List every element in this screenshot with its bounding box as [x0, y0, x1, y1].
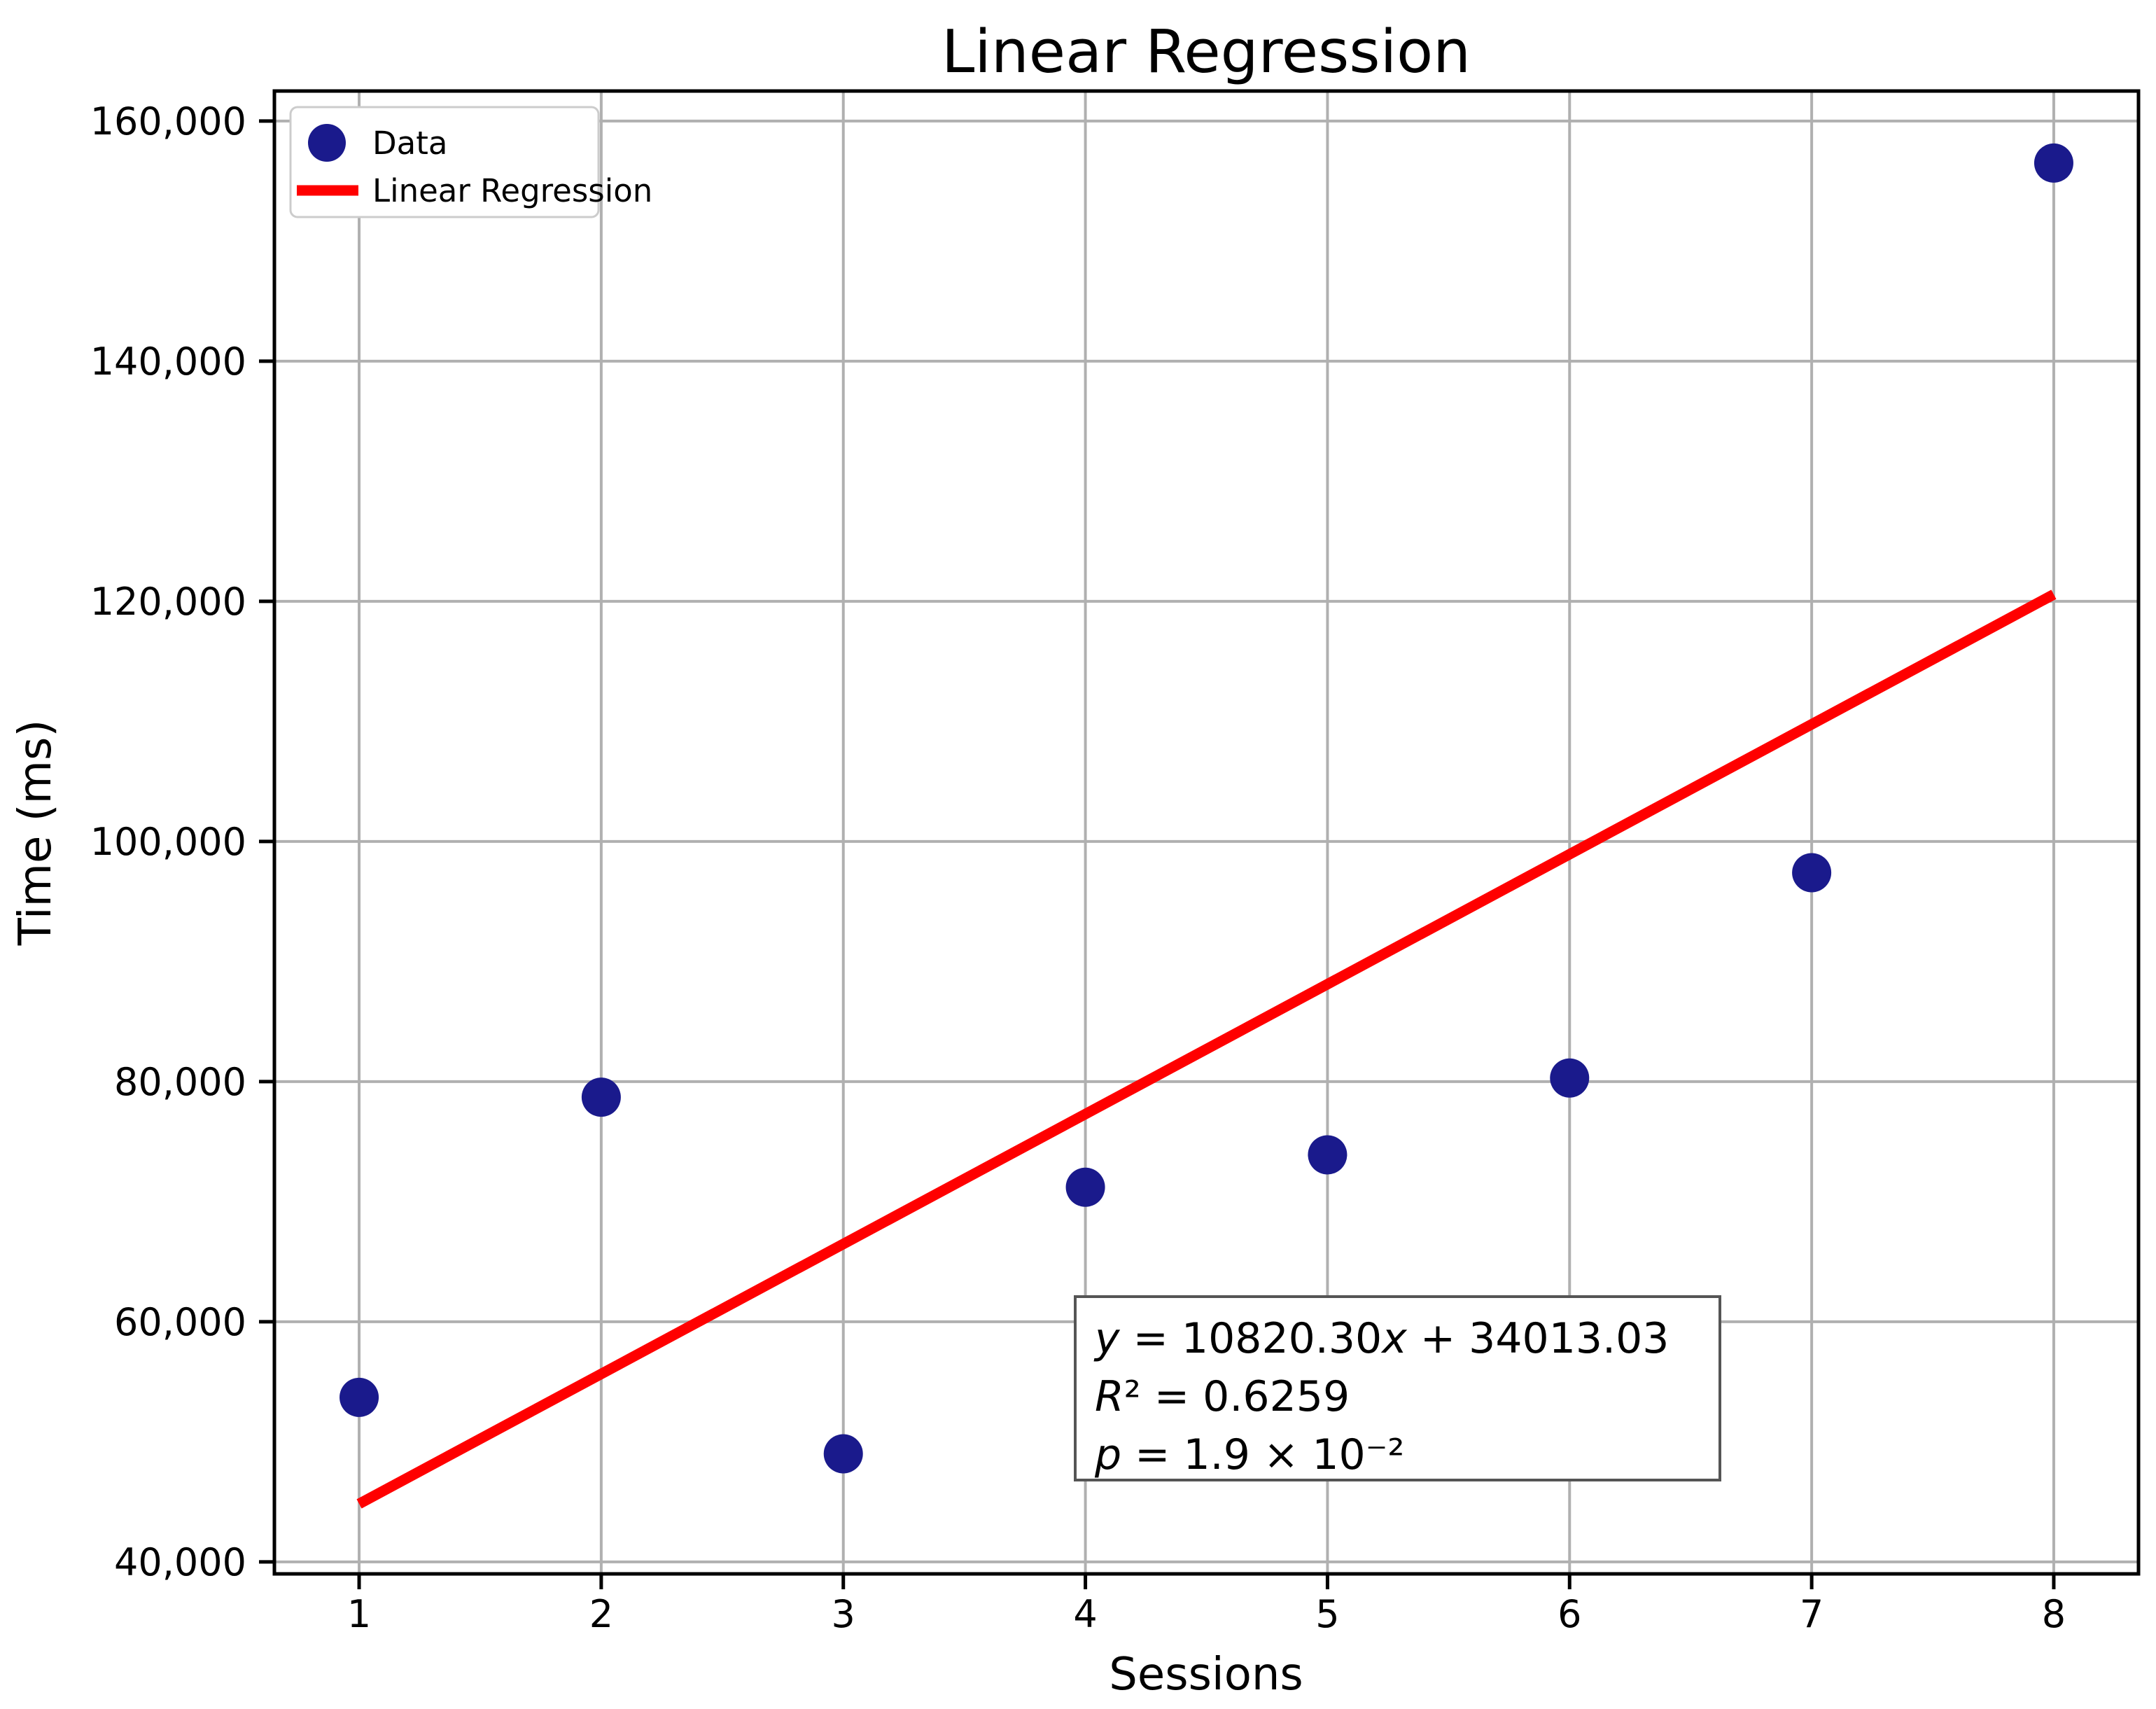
- y-tick-label: 160,000: [90, 99, 246, 144]
- data-point: [1792, 853, 1832, 893]
- annotation-line: y = 10820.30x + 34013.03: [1093, 1314, 1669, 1363]
- legend-label-data: Data: [372, 125, 447, 162]
- chart-title: Linear Regression: [941, 18, 1471, 87]
- x-tick-label: 3: [832, 1592, 855, 1636]
- x-axis-label: Sessions: [1109, 1649, 1303, 1701]
- x-tick-label: 2: [589, 1592, 613, 1636]
- axis-ticks: 40,000 60,000 80,000 100,000 120,000 140,000 1…: [90, 99, 2066, 1636]
- y-axis-label: Time (ms): [10, 720, 62, 947]
- data-marker-swatch: [308, 124, 346, 162]
- annotation-line: p = 1.9 × 10⁻²: [1094, 1430, 1404, 1479]
- data-point: [1308, 1135, 1348, 1175]
- data-point: [1550, 1058, 1590, 1098]
- y-tick-label: 40,000: [114, 1540, 246, 1584]
- regression-line: [356, 590, 2057, 1509]
- data-point: [340, 1377, 379, 1417]
- x-tick-label: 8: [2042, 1592, 2066, 1636]
- annotation-box: y = 10820.30x + 34013.03 R² = 0.6259 p = 1…: [1074, 1295, 1721, 1481]
- legend-label-regression: Linear Regression: [372, 172, 652, 209]
- data-point: [1065, 1167, 1105, 1207]
- x-tick-label: 1: [347, 1592, 371, 1636]
- x-tick-label: 4: [1073, 1592, 1097, 1636]
- y-tick-label: 100,000: [90, 820, 246, 864]
- data-point: [2033, 143, 2073, 183]
- x-tick-label: 5: [1315, 1592, 1339, 1636]
- y-tick-label: 140,000: [90, 340, 246, 384]
- data-point: [823, 1434, 863, 1474]
- annotation-line: R² = 0.6259: [1095, 1372, 1350, 1421]
- legend-item-data: Data: [308, 124, 447, 162]
- gridlines: [274, 91, 2138, 1574]
- x-tick-label: 7: [1800, 1592, 1823, 1636]
- legend: Data Linear Regression: [289, 106, 652, 218]
- legend-box: [289, 106, 600, 218]
- axes-frame: [272, 89, 2141, 1576]
- legend-item-regression: Linear Regression: [297, 172, 652, 209]
- y-tick-label: 60,000: [114, 1300, 246, 1344]
- data-point: [581, 1077, 621, 1117]
- data-points: [340, 143, 2073, 1474]
- y-tick-label: 80,000: [114, 1060, 246, 1104]
- plot-area: 40,000 60,000 80,000 100,000 120,000 140,000 1…: [90, 89, 2141, 1636]
- annotation-frame: [1074, 1295, 1721, 1481]
- x-tick-label: 6: [1558, 1592, 1581, 1636]
- y-tick-label: 120,000: [90, 580, 246, 624]
